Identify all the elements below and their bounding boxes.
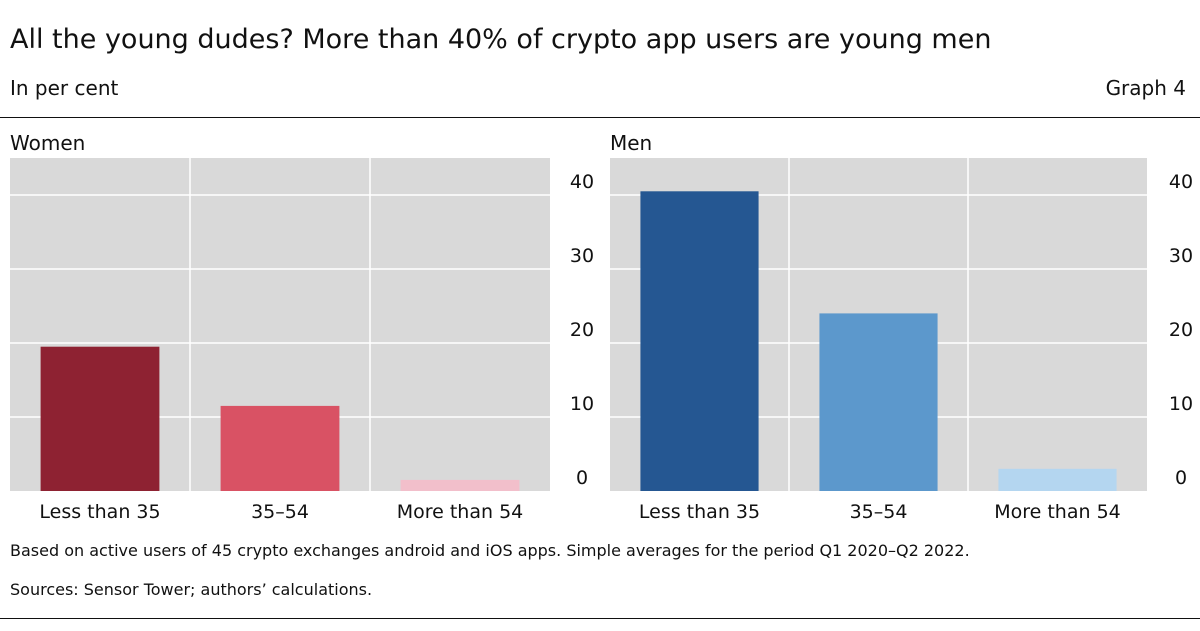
- men-category-label: 35–54: [850, 501, 908, 523]
- men-y-tick-label: 30: [1169, 245, 1193, 267]
- women-category-label: Less than 35: [39, 501, 160, 523]
- women-category-label: 35–54: [251, 501, 309, 523]
- women-y-tick-label: 40: [570, 171, 594, 193]
- graph-number: Graph 4: [1105, 76, 1186, 100]
- footnote: Based on active users of 45 crypto excha…: [10, 541, 970, 560]
- men-y-tick-label: 0: [1175, 467, 1187, 489]
- women-y-tick-label: 30: [570, 245, 594, 267]
- bar-charts: 0 10 20 30 40 Less than 35 35–54 More than 54 0 1…: [10, 158, 1193, 523]
- women-bar-2: [220, 405, 340, 491]
- men-category-label: More than 54: [994, 501, 1121, 523]
- men-bar-2: [819, 313, 938, 491]
- chart-title: All the young dudes? More than 40% of cr…: [10, 24, 992, 55]
- top-rule: [0, 117, 1200, 118]
- women-bar-3: [400, 479, 520, 491]
- sources-note: Sources: Sensor Tower; authors’ calculat…: [10, 580, 373, 599]
- men-panel-title: Men: [610, 131, 653, 155]
- unit-label: In per cent: [10, 76, 119, 100]
- bottom-rule: [0, 618, 1200, 619]
- women-y-tick-label: 0: [576, 467, 588, 489]
- men-bar-3: [998, 468, 1117, 491]
- men-y-tick-label: 20: [1169, 319, 1193, 341]
- men-bar-1: [640, 191, 759, 492]
- men-y-tick-label: 40: [1169, 171, 1193, 193]
- women-y-tick-label: 20: [570, 319, 594, 341]
- men-y-tick-label: 10: [1169, 393, 1193, 415]
- women-category-label: More than 54: [397, 501, 524, 523]
- women-bar-1: [40, 346, 160, 491]
- women-panel-title: Women: [10, 131, 86, 155]
- men-category-label: Less than 35: [639, 501, 760, 523]
- women-y-tick-label: 10: [570, 393, 594, 415]
